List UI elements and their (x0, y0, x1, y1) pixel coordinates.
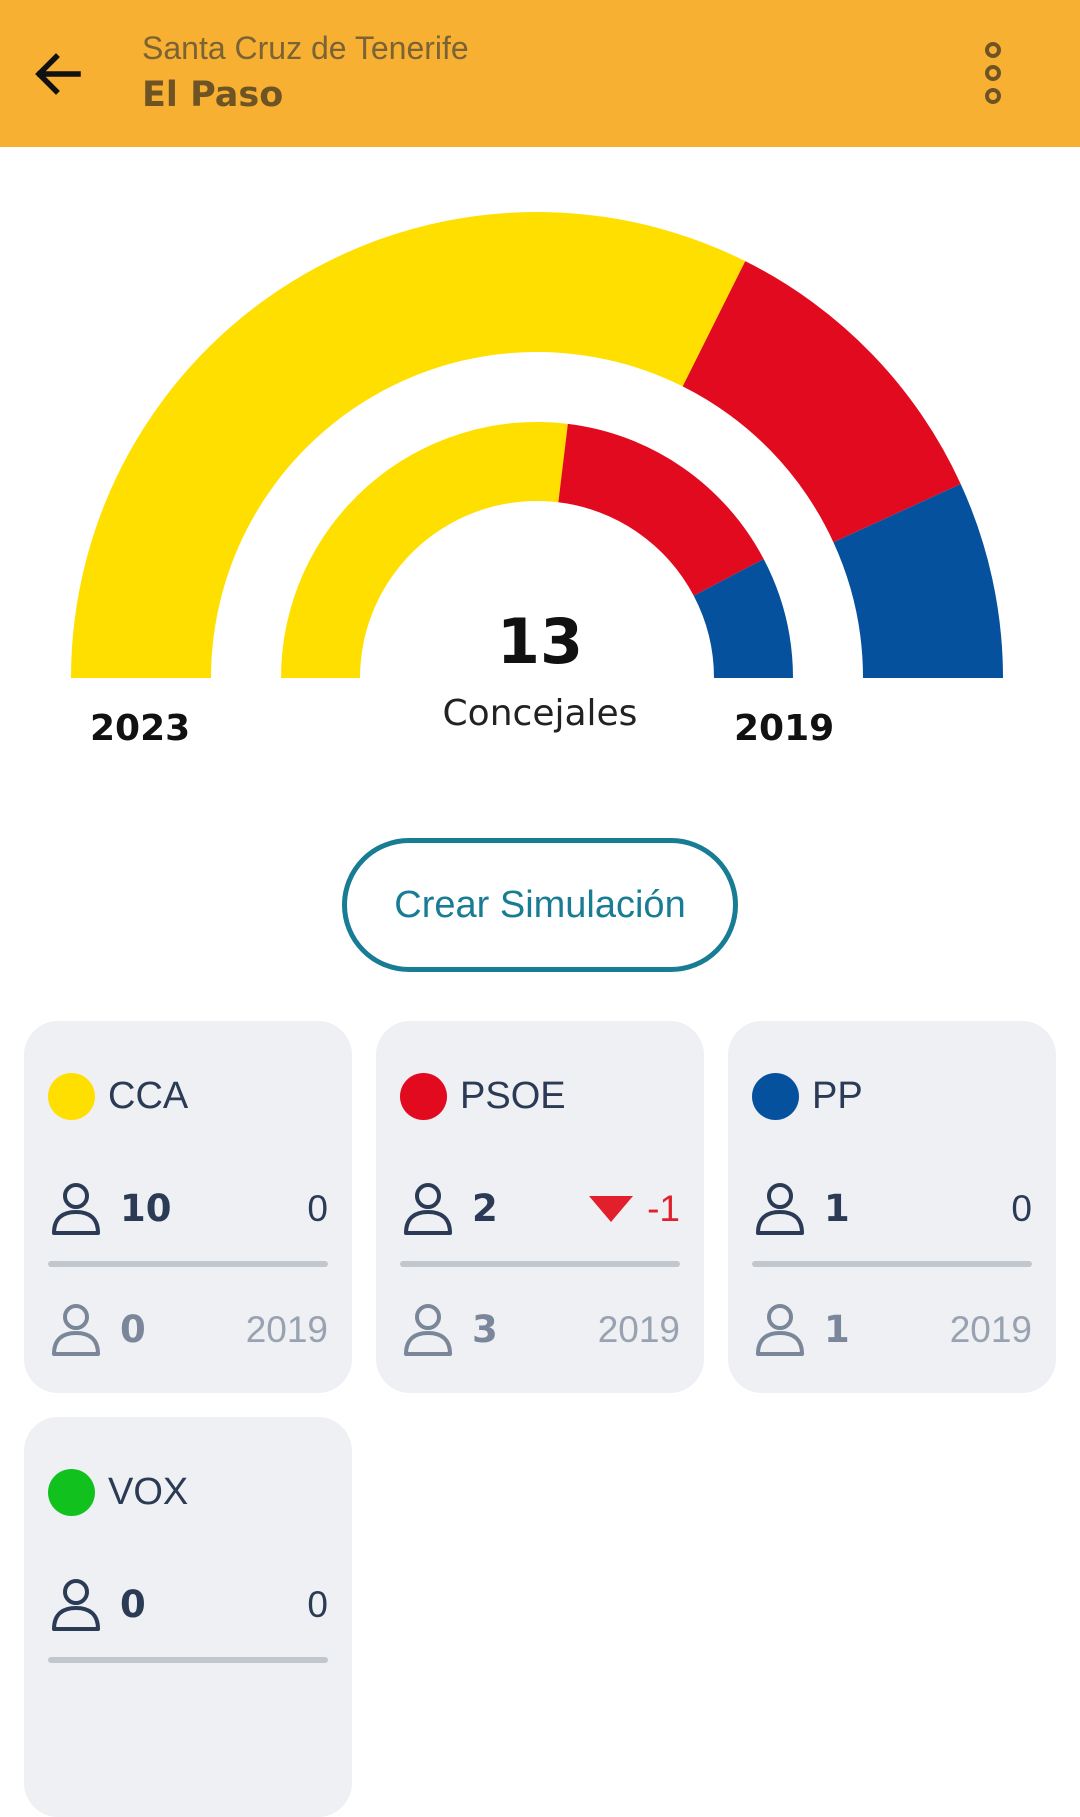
previous-year: 2019 (245, 1309, 328, 1350)
person-icon (756, 1183, 804, 1235)
outer-ring-year: 2023 (90, 708, 191, 749)
divider (48, 1657, 328, 1663)
previous-year: 2019 (949, 1309, 1032, 1350)
person-icon (52, 1579, 100, 1631)
create-simulation-button[interactable]: Crear Simulación (342, 838, 738, 972)
app-bar: Santa Cruz de Tenerife El Paso (0, 0, 1080, 147)
total-councillors: 13 (496, 605, 584, 678)
province-subtitle: Santa Cruz de Tenerife (142, 30, 469, 66)
previous-seats: 3 (472, 1308, 498, 1351)
current-seats: 2 (472, 1187, 498, 1230)
person-icon (756, 1304, 804, 1356)
seat-change-value: 0 (307, 1188, 328, 1229)
person-icon (404, 1304, 452, 1356)
party-color-dot (48, 1469, 95, 1516)
triangle-down-icon (589, 1196, 634, 1222)
arrow-left-icon (35, 53, 81, 95)
more-vert-icon (985, 42, 1001, 104)
party-card-vox[interactable]: VOX 0 0 (24, 1417, 352, 1817)
seat-change: 0 (1011, 1181, 1032, 1237)
header-titles: Santa Cruz de Tenerife El Paso (142, 28, 469, 118)
party-color-dot (48, 1073, 95, 1120)
previous-year: 2019 (597, 1309, 680, 1350)
person-icon (404, 1183, 452, 1235)
municipality-title: El Paso (142, 75, 284, 115)
inner-ring-segment-pp (693, 559, 793, 678)
seat-change: 0 (307, 1181, 328, 1237)
back-button[interactable] (28, 44, 88, 104)
party-name: VOX (108, 1471, 189, 1513)
seat-change: -1 (589, 1181, 680, 1237)
person-icon (52, 1183, 100, 1235)
outer-ring-segment-pp (833, 483, 1003, 678)
seat-change-value: -1 (647, 1188, 680, 1229)
party-name: PP (812, 1075, 863, 1117)
total-label: Concejales (442, 693, 638, 734)
divider (400, 1261, 680, 1267)
party-card-psoe[interactable]: PSOE 2 -1 3 2019 (376, 1021, 704, 1393)
more-options-button[interactable] (968, 40, 1018, 110)
current-seats: 0 (120, 1583, 146, 1626)
previous-seats: 1 (824, 1308, 850, 1351)
seat-change-value: 0 (307, 1584, 328, 1625)
party-card-cca[interactable]: CCA 10 0 0 2019 (24, 1021, 352, 1393)
previous-seats: 0 (120, 1308, 146, 1351)
current-seats: 1 (824, 1187, 850, 1230)
party-color-dot (400, 1073, 447, 1120)
seat-change-value: 0 (1011, 1188, 1032, 1229)
seat-change: 0 (307, 1577, 328, 1633)
inner-ring-segment-cca (281, 422, 568, 678)
person-icon (52, 1304, 100, 1356)
outer-ring-segment-psoe (682, 261, 961, 543)
party-name: PSOE (460, 1075, 566, 1117)
party-name: CCA (108, 1075, 189, 1117)
divider (48, 1261, 328, 1267)
hemicycle-chart (71, 212, 1003, 679)
current-seats: 10 (120, 1187, 172, 1230)
inner-ring-segment-psoe (558, 423, 764, 596)
inner-ring-year: 2019 (734, 708, 835, 749)
party-color-dot (752, 1073, 799, 1120)
divider (752, 1261, 1032, 1267)
party-card-pp[interactable]: PP 1 0 1 2019 (728, 1021, 1056, 1393)
outer-ring-segment-cca (71, 212, 746, 679)
